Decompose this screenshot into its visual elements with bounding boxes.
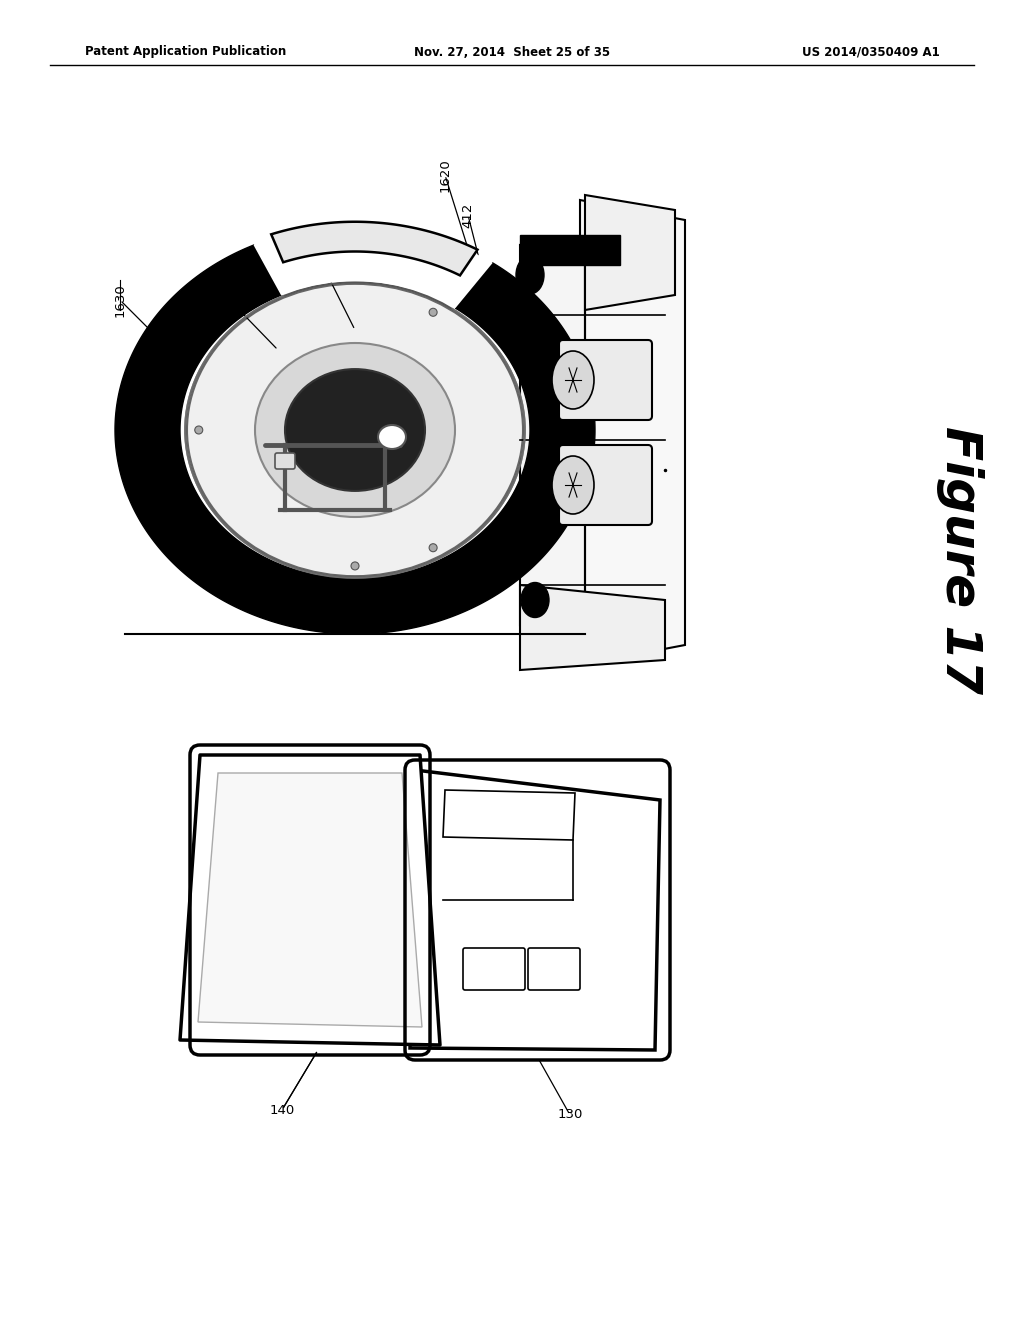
Circle shape	[195, 426, 203, 434]
Circle shape	[429, 544, 437, 552]
Polygon shape	[254, 226, 493, 308]
FancyBboxPatch shape	[275, 453, 295, 469]
Text: US 2014/0350409 A1: US 2014/0350409 A1	[802, 45, 940, 58]
Ellipse shape	[552, 351, 594, 409]
Text: 412: 412	[462, 202, 474, 227]
Polygon shape	[520, 235, 620, 265]
Polygon shape	[520, 246, 585, 624]
FancyBboxPatch shape	[559, 341, 652, 420]
FancyBboxPatch shape	[528, 948, 580, 990]
FancyBboxPatch shape	[463, 948, 525, 990]
Ellipse shape	[285, 370, 425, 491]
Circle shape	[429, 309, 437, 317]
Text: Patent Application Publication: Patent Application Publication	[85, 45, 287, 58]
Polygon shape	[520, 585, 665, 671]
Ellipse shape	[521, 582, 549, 618]
Circle shape	[351, 562, 359, 570]
Text: 1630: 1630	[114, 282, 127, 317]
Text: Nov. 27, 2014  Sheet 25 of 35: Nov. 27, 2014 Sheet 25 of 35	[414, 45, 610, 58]
Ellipse shape	[255, 343, 455, 517]
Polygon shape	[198, 774, 422, 1027]
Text: Figure 17: Figure 17	[936, 426, 984, 694]
Polygon shape	[115, 246, 595, 634]
Polygon shape	[410, 770, 660, 1049]
Text: 112: 112	[313, 247, 327, 273]
Polygon shape	[271, 222, 477, 276]
Ellipse shape	[187, 284, 523, 576]
Text: 130: 130	[557, 1109, 583, 1122]
Polygon shape	[180, 755, 440, 1045]
Polygon shape	[443, 789, 575, 840]
Text: 1620: 1620	[438, 158, 452, 191]
Ellipse shape	[378, 425, 406, 449]
Ellipse shape	[516, 256, 544, 294]
Text: 1610: 1610	[209, 268, 221, 302]
Polygon shape	[585, 195, 675, 310]
FancyBboxPatch shape	[559, 445, 652, 525]
Ellipse shape	[552, 455, 594, 513]
Polygon shape	[580, 201, 685, 665]
Text: 140: 140	[269, 1104, 295, 1117]
